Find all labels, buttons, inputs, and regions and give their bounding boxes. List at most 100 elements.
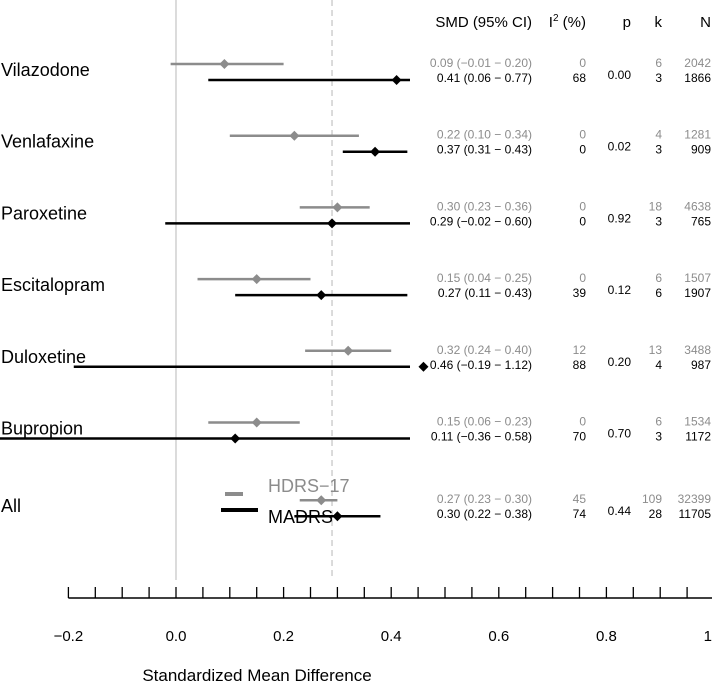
madrs-n-value: 1866 [684, 71, 711, 85]
madrs-ci-text: 0.27 (0.11 − 0.43) [438, 286, 532, 300]
madrs-k-value: 4 [655, 358, 662, 372]
hdrs-ci-text: 0.15 (0.04 − 0.25) [437, 271, 532, 285]
row-venlafaxine: Venlafaxine 0.22 (0.10 − 0.34) 0 4 1281 0.37 … [1, 128, 711, 157]
hdrs-n-value: 1507 [684, 271, 711, 285]
madrs-i2-value: 68 [573, 71, 587, 85]
x-axis: −0.2 0.0 0.2 0.4 0.6 0.8 1.0 Standardized Mean … [54, 587, 712, 685]
p-value: 0.20 [608, 355, 632, 369]
madrs-n-value: 1172 [685, 430, 711, 444]
madrs-ci-text: 0.11 (−0.36 − 0.58) [431, 430, 532, 444]
row-label: All [1, 496, 21, 516]
hdrs-k-value: 4 [655, 128, 662, 142]
madrs-point [392, 75, 402, 85]
hdrs-i2-value: 0 [579, 128, 586, 142]
x-tick-label: 1.0 [704, 628, 712, 645]
madrs-n-value: 909 [691, 143, 711, 157]
hdrs-i2-value: 45 [573, 492, 587, 506]
madrs-k-value: 3 [655, 430, 662, 444]
madrs-point [332, 511, 342, 521]
header-smd: SMD (95% CI) [435, 14, 532, 31]
row-label: Vilazodone [1, 60, 90, 80]
madrs-ci-text: 0.37 (0.31 − 0.43) [437, 143, 532, 157]
p-value: 0.00 [608, 68, 632, 82]
hdrs-ci-text: 0.22 (0.10 − 0.34) [437, 128, 532, 142]
hdrs-n-value: 1534 [684, 415, 711, 429]
hdrs-n-value: 4638 [684, 199, 711, 213]
hdrs-ci-text: 0.32 (0.24 − 0.40) [437, 343, 532, 357]
hdrs-ci-text: 0.27 (0.23 − 0.30) [437, 492, 532, 506]
header-i2: I2 (%) [549, 13, 586, 31]
madrs-ci-text: 0.30 (0.22 − 0.38) [437, 507, 532, 521]
hdrs-ci-text: 0.15 (0.06 − 0.23) [437, 415, 532, 429]
madrs-n-value: 987 [691, 358, 711, 372]
header-n: N [700, 14, 711, 31]
madrs-k-value: 3 [655, 143, 662, 157]
hdrs-k-value: 18 [649, 199, 663, 213]
hdrs-i2-value: 12 [573, 343, 587, 357]
x-tick-label: 0.6 [488, 628, 509, 645]
x-tick-label: 0.2 [273, 628, 294, 645]
hdrs-i2-value: 0 [579, 415, 586, 429]
legend: HDRS−17 MADRS [221, 476, 350, 527]
row-duloxetine: Duloxetine 0.32 (0.24 − 0.40) 12 13 3488 0.46… [1, 343, 711, 372]
x-tick-label: 0.0 [166, 628, 187, 645]
p-value: 0.02 [608, 140, 632, 154]
hdrs-n-value: 1281 [684, 128, 711, 142]
p-value: 0.44 [608, 504, 632, 518]
x-tick-label: 0.8 [596, 628, 617, 645]
header-k: k [655, 14, 663, 31]
hdrs-i2-value: 0 [579, 271, 586, 285]
hdrs-ci-text: 0.30 (0.23 − 0.36) [437, 199, 532, 213]
madrs-i2-value: 39 [573, 286, 587, 300]
row-label: Escitalopram [1, 275, 105, 295]
madrs-k-value: 3 [655, 214, 662, 228]
row-vilazodone: Vilazodone 0.09 (−0.01 − 0.20) 0 6 2042 0.41 … [1, 56, 711, 85]
madrs-ci-text: 0.41 (0.06 − 0.77) [437, 71, 532, 85]
hdrs-k-value: 6 [655, 271, 662, 285]
x-tick-label: −0.2 [54, 628, 84, 645]
p-value: 0.70 [608, 427, 632, 441]
hdrs-point [316, 495, 326, 505]
madrs-i2-value: 88 [573, 358, 587, 372]
hdrs-k-value: 109 [642, 492, 662, 506]
header-p: p [623, 14, 631, 31]
row-bupropion: Bupropion 0.15 (0.06 − 0.23) 0 6 1534 0.11 (−… [0, 415, 711, 444]
legend-hdrs-label: HDRS−17 [268, 476, 350, 496]
hdrs-point [252, 274, 262, 284]
row-label: Venlafaxine [1, 132, 94, 152]
rows: Vilazodone 0.09 (−0.01 − 0.20) 0 6 2042 0.41 … [0, 56, 711, 521]
madrs-n-value: 1907 [684, 286, 711, 300]
madrs-n-value: 765 [691, 214, 711, 228]
hdrs-point [219, 59, 229, 69]
madrs-point [316, 290, 326, 300]
madrs-n-value: 11705 [679, 507, 712, 521]
hdrs-n-value: 32399 [678, 492, 712, 506]
x-tick-label: 0.4 [381, 628, 402, 645]
madrs-i2-value: 0 [579, 214, 586, 228]
madrs-point [370, 147, 380, 157]
hdrs-point [289, 131, 299, 141]
hdrs-point [252, 418, 262, 428]
hdrs-ci-text: 0.09 (−0.01 − 0.20) [430, 56, 532, 70]
p-value: 0.12 [608, 283, 632, 297]
hdrs-n-value: 2042 [684, 56, 711, 70]
row-label: Duloxetine [1, 347, 86, 367]
madrs-k-value: 3 [655, 71, 662, 85]
hdrs-k-value: 6 [655, 56, 662, 70]
hdrs-point [332, 202, 342, 212]
hdrs-k-value: 6 [655, 415, 662, 429]
hdrs-n-value: 3488 [684, 343, 711, 357]
madrs-i2-value: 0 [579, 143, 586, 157]
madrs-point [230, 434, 240, 444]
hdrs-point [343, 346, 353, 356]
madrs-i2-value: 74 [573, 507, 587, 521]
madrs-ci-text: 0.29 (−0.02 − 0.60) [430, 214, 532, 228]
hdrs-k-value: 13 [649, 343, 663, 357]
hdrs-i2-value: 0 [579, 199, 586, 213]
header-i2-unit: (%) [559, 14, 587, 31]
legend-madrs-label: MADRS [268, 507, 333, 527]
row-all: All 0.27 (0.23 − 0.30) 45 109 32399 0.30 (0.2… [1, 492, 711, 521]
madrs-i2-value: 70 [573, 430, 587, 444]
madrs-ci-text: 0.46 (−0.19 − 1.12) [430, 358, 532, 372]
